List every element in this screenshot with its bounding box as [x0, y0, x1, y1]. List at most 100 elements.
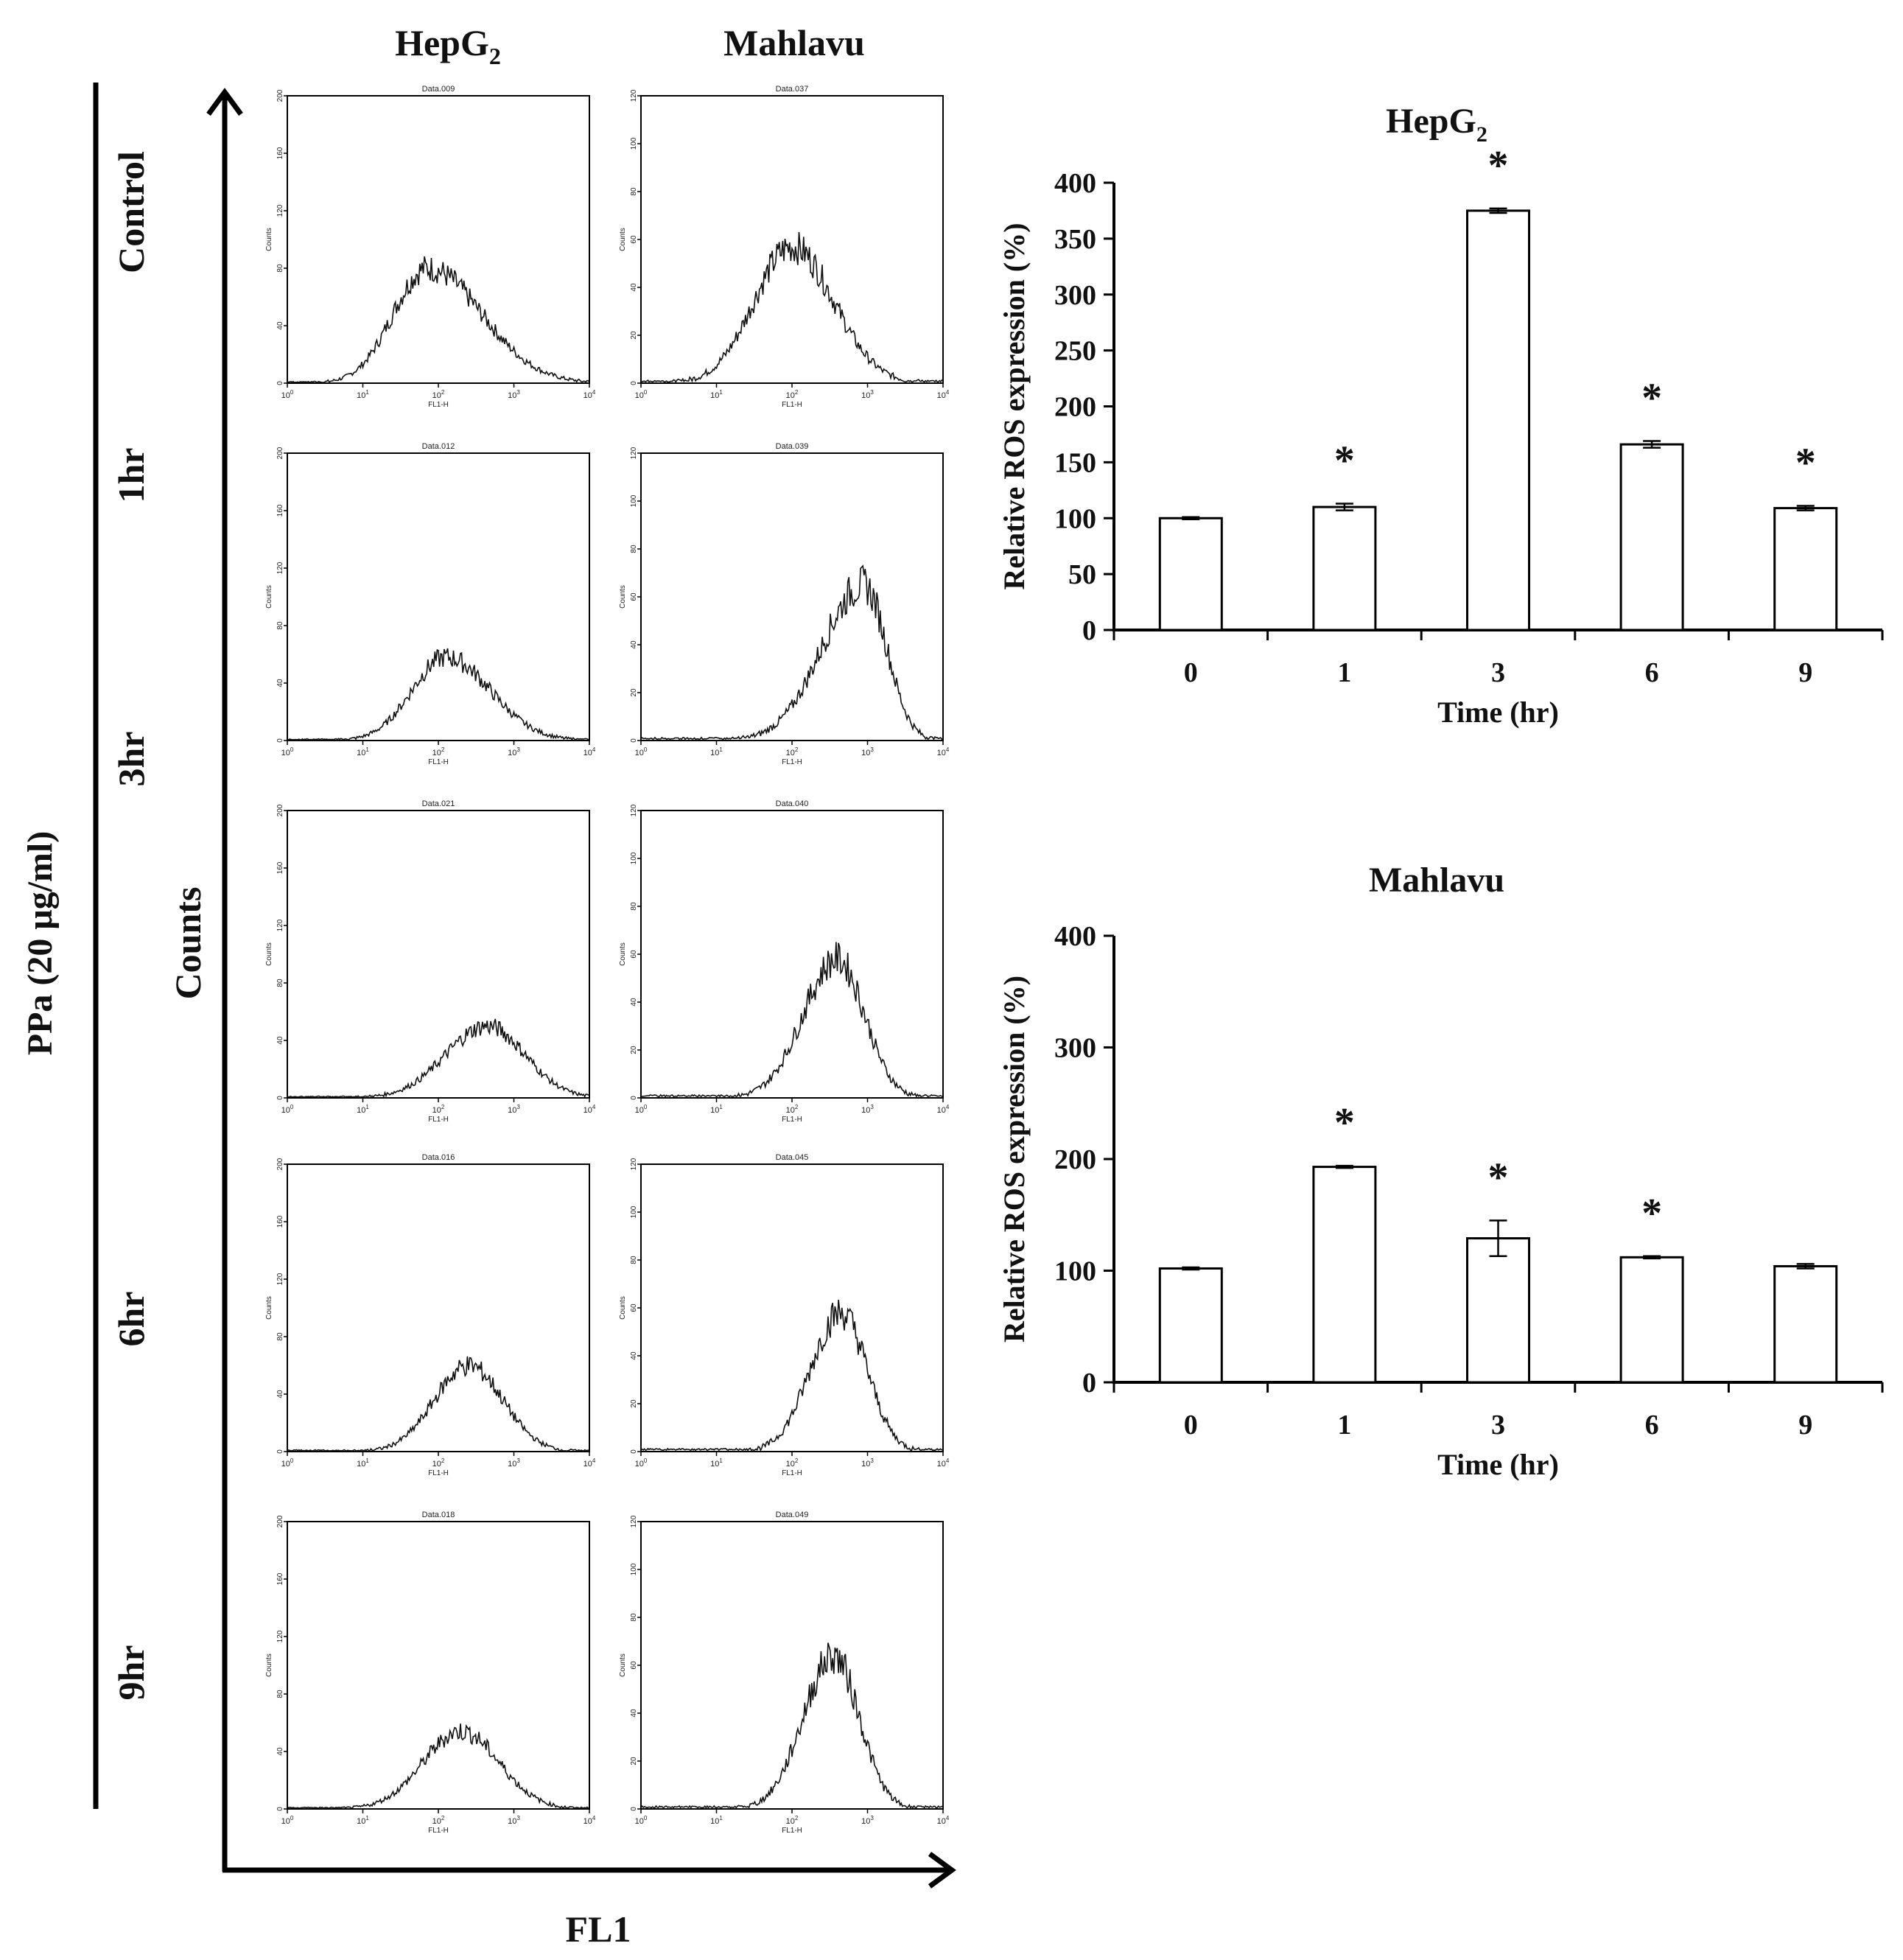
- histogram-x-tick-label: 102: [786, 1104, 799, 1115]
- histogram-x-label: FL1-H: [782, 758, 802, 766]
- histogram-y-tick-label: 80: [276, 621, 284, 630]
- histogram-x-tick-label: 100: [635, 746, 648, 757]
- y-tick-label: 300: [1054, 280, 1096, 311]
- histogram-x-tick-label: 100: [635, 389, 648, 400]
- histogram-frame: [640, 810, 944, 1099]
- histogram-x-tick-label: 104: [583, 1104, 596, 1115]
- histogram-y-tick-label: 80: [276, 979, 284, 987]
- significance-marker: *: [1641, 1191, 1662, 1236]
- histogram-x-label: FL1-H: [428, 1116, 449, 1124]
- histogram-x-tick-label: 101: [357, 1815, 369, 1826]
- counts-axis-label: Counts: [167, 887, 208, 1000]
- histogram-y-label: Counts: [619, 585, 627, 609]
- histogram-y-tick-label: 40: [276, 1036, 284, 1045]
- row-label-9hr: 9hr: [111, 1645, 152, 1701]
- histogram-x-tick-label: 100: [281, 389, 294, 400]
- histogram-y-tick-label: 40: [630, 640, 638, 649]
- histogram-y-tick-label: 0: [276, 1807, 284, 1811]
- y-tick-label: 50: [1068, 559, 1096, 590]
- histogram-curve: [287, 1356, 590, 1452]
- y-axis-label: Relative ROS expression (%): [998, 976, 1031, 1343]
- bar-chart: Mahlavu 0 100 200 300 400 Relative ROS express…: [998, 861, 1884, 1481]
- histogram-curve: [640, 1299, 944, 1452]
- bar: [1466, 1237, 1530, 1384]
- histogram-curve: [287, 648, 590, 741]
- x-axis-label: Time (hr): [1437, 696, 1559, 729]
- histogram-x-label: FL1-H: [428, 1469, 449, 1477]
- histogram-y-tick-label: 160: [276, 147, 284, 159]
- chart-title: Mahlavu: [1369, 861, 1504, 900]
- bar: [1466, 209, 1530, 631]
- histogram-frame: [287, 810, 590, 1099]
- histogram-x-tick-label: 102: [786, 1815, 799, 1826]
- x-tick-label: 6: [1645, 1410, 1659, 1441]
- histogram-x-tick-label: 101: [357, 1457, 369, 1469]
- histogram-x-tick-label: 103: [508, 1815, 520, 1826]
- histogram-x-tick-label: 101: [710, 1457, 723, 1469]
- histogram-frame: [640, 452, 944, 741]
- bar-chart: HepG2 0 50 100 150 200 250 300 350 400 Relative RO…: [998, 102, 1884, 729]
- histogram-x-tick-label: 101: [710, 746, 723, 757]
- significance-marker: *: [1641, 376, 1662, 421]
- histogram-y-tick-label: 80: [630, 1613, 638, 1622]
- y-axis-label: Relative ROS expression (%): [998, 223, 1031, 589]
- histogram-frame: [287, 95, 590, 384]
- histogram-title: Data.039: [776, 442, 809, 451]
- histogram-x-tick-label: 104: [937, 1104, 950, 1115]
- histogram-y-tick-label: 60: [630, 1661, 638, 1670]
- histogram-x-tick-label: 102: [432, 746, 445, 757]
- x-tick-label: 0: [1184, 657, 1198, 688]
- histogram-x-label: FL1-H: [428, 758, 449, 766]
- y-tick-label: 150: [1054, 447, 1096, 478]
- histogram-x-label: FL1-H: [782, 401, 802, 409]
- histogram-x-tick-label: 104: [937, 746, 950, 757]
- histogram-y-tick-label: 60: [630, 1303, 638, 1312]
- histogram-panel: Data.016 0 40 80 120 160 200 Counts 100 101 102 103…: [265, 1153, 596, 1477]
- histogram-x-tick-label: 102: [786, 389, 799, 400]
- histogram-y-tick-label: 120: [630, 1515, 638, 1527]
- histogram-y-tick-label: 120: [276, 561, 284, 574]
- x-tick-label: 9: [1798, 1410, 1812, 1441]
- x-tick-label: 0: [1184, 1410, 1198, 1441]
- histogram-x-tick-label: 103: [861, 389, 874, 400]
- histogram-title: Data.016: [422, 1153, 455, 1162]
- y-tick-label: 400: [1054, 168, 1096, 199]
- histogram-y-tick-label: 120: [276, 204, 284, 217]
- histogram-x-tick-label: 104: [937, 1815, 950, 1826]
- histogram-y-tick-label: 60: [630, 950, 638, 959]
- histogram-y-tick-label: 80: [630, 1256, 638, 1264]
- histogram-y-tick-label: 60: [630, 235, 638, 244]
- histogram-x-tick-label: 103: [861, 1457, 874, 1469]
- histogram-frame: [640, 1163, 944, 1452]
- histogram-title: Data.018: [422, 1511, 455, 1519]
- histogram-y-tick-label: 80: [276, 1332, 284, 1341]
- histogram-title: Data.009: [422, 85, 455, 94]
- fl1-axis-arrowhead: [928, 1852, 956, 1889]
- chart-title: HepG2: [1386, 102, 1487, 147]
- y-tick-label: 350: [1054, 224, 1096, 255]
- histogram-curve: [287, 1723, 590, 1809]
- histogram-x-tick-label: 102: [786, 746, 799, 757]
- histogram-y-tick-label: 120: [630, 804, 638, 816]
- histogram-x-tick-label: 103: [508, 1104, 520, 1115]
- histogram-y-tick-label: 100: [630, 494, 638, 507]
- histogram-x-label: FL1-H: [782, 1116, 802, 1124]
- x-tick-label: 1: [1337, 1410, 1351, 1441]
- histogram-x-tick-label: 104: [937, 1457, 950, 1469]
- x-tick-label: 6: [1645, 657, 1659, 688]
- histogram-y-tick-label: 80: [630, 187, 638, 196]
- histogram-y-tick-label: 160: [276, 504, 284, 517]
- histogram-curve: [287, 1018, 590, 1099]
- histogram-frame: [287, 1521, 590, 1810]
- x-axis-label: Time (hr): [1437, 1448, 1559, 1481]
- significance-marker: *: [1488, 1155, 1509, 1200]
- histogram-frame: [640, 95, 944, 384]
- histogram-panel: Data.009 0 40 80 120 160 200 Counts 100 101 102 103…: [265, 85, 596, 409]
- histogram-x-tick-label: 103: [508, 1457, 520, 1469]
- histogram-y-tick-label: 80: [630, 902, 638, 911]
- y-tick-label: 0: [1082, 1368, 1096, 1399]
- row-label-6hr: 6hr: [111, 1292, 152, 1347]
- histogram-y-tick-label: 100: [630, 137, 638, 150]
- histogram-curve: [640, 942, 944, 1098]
